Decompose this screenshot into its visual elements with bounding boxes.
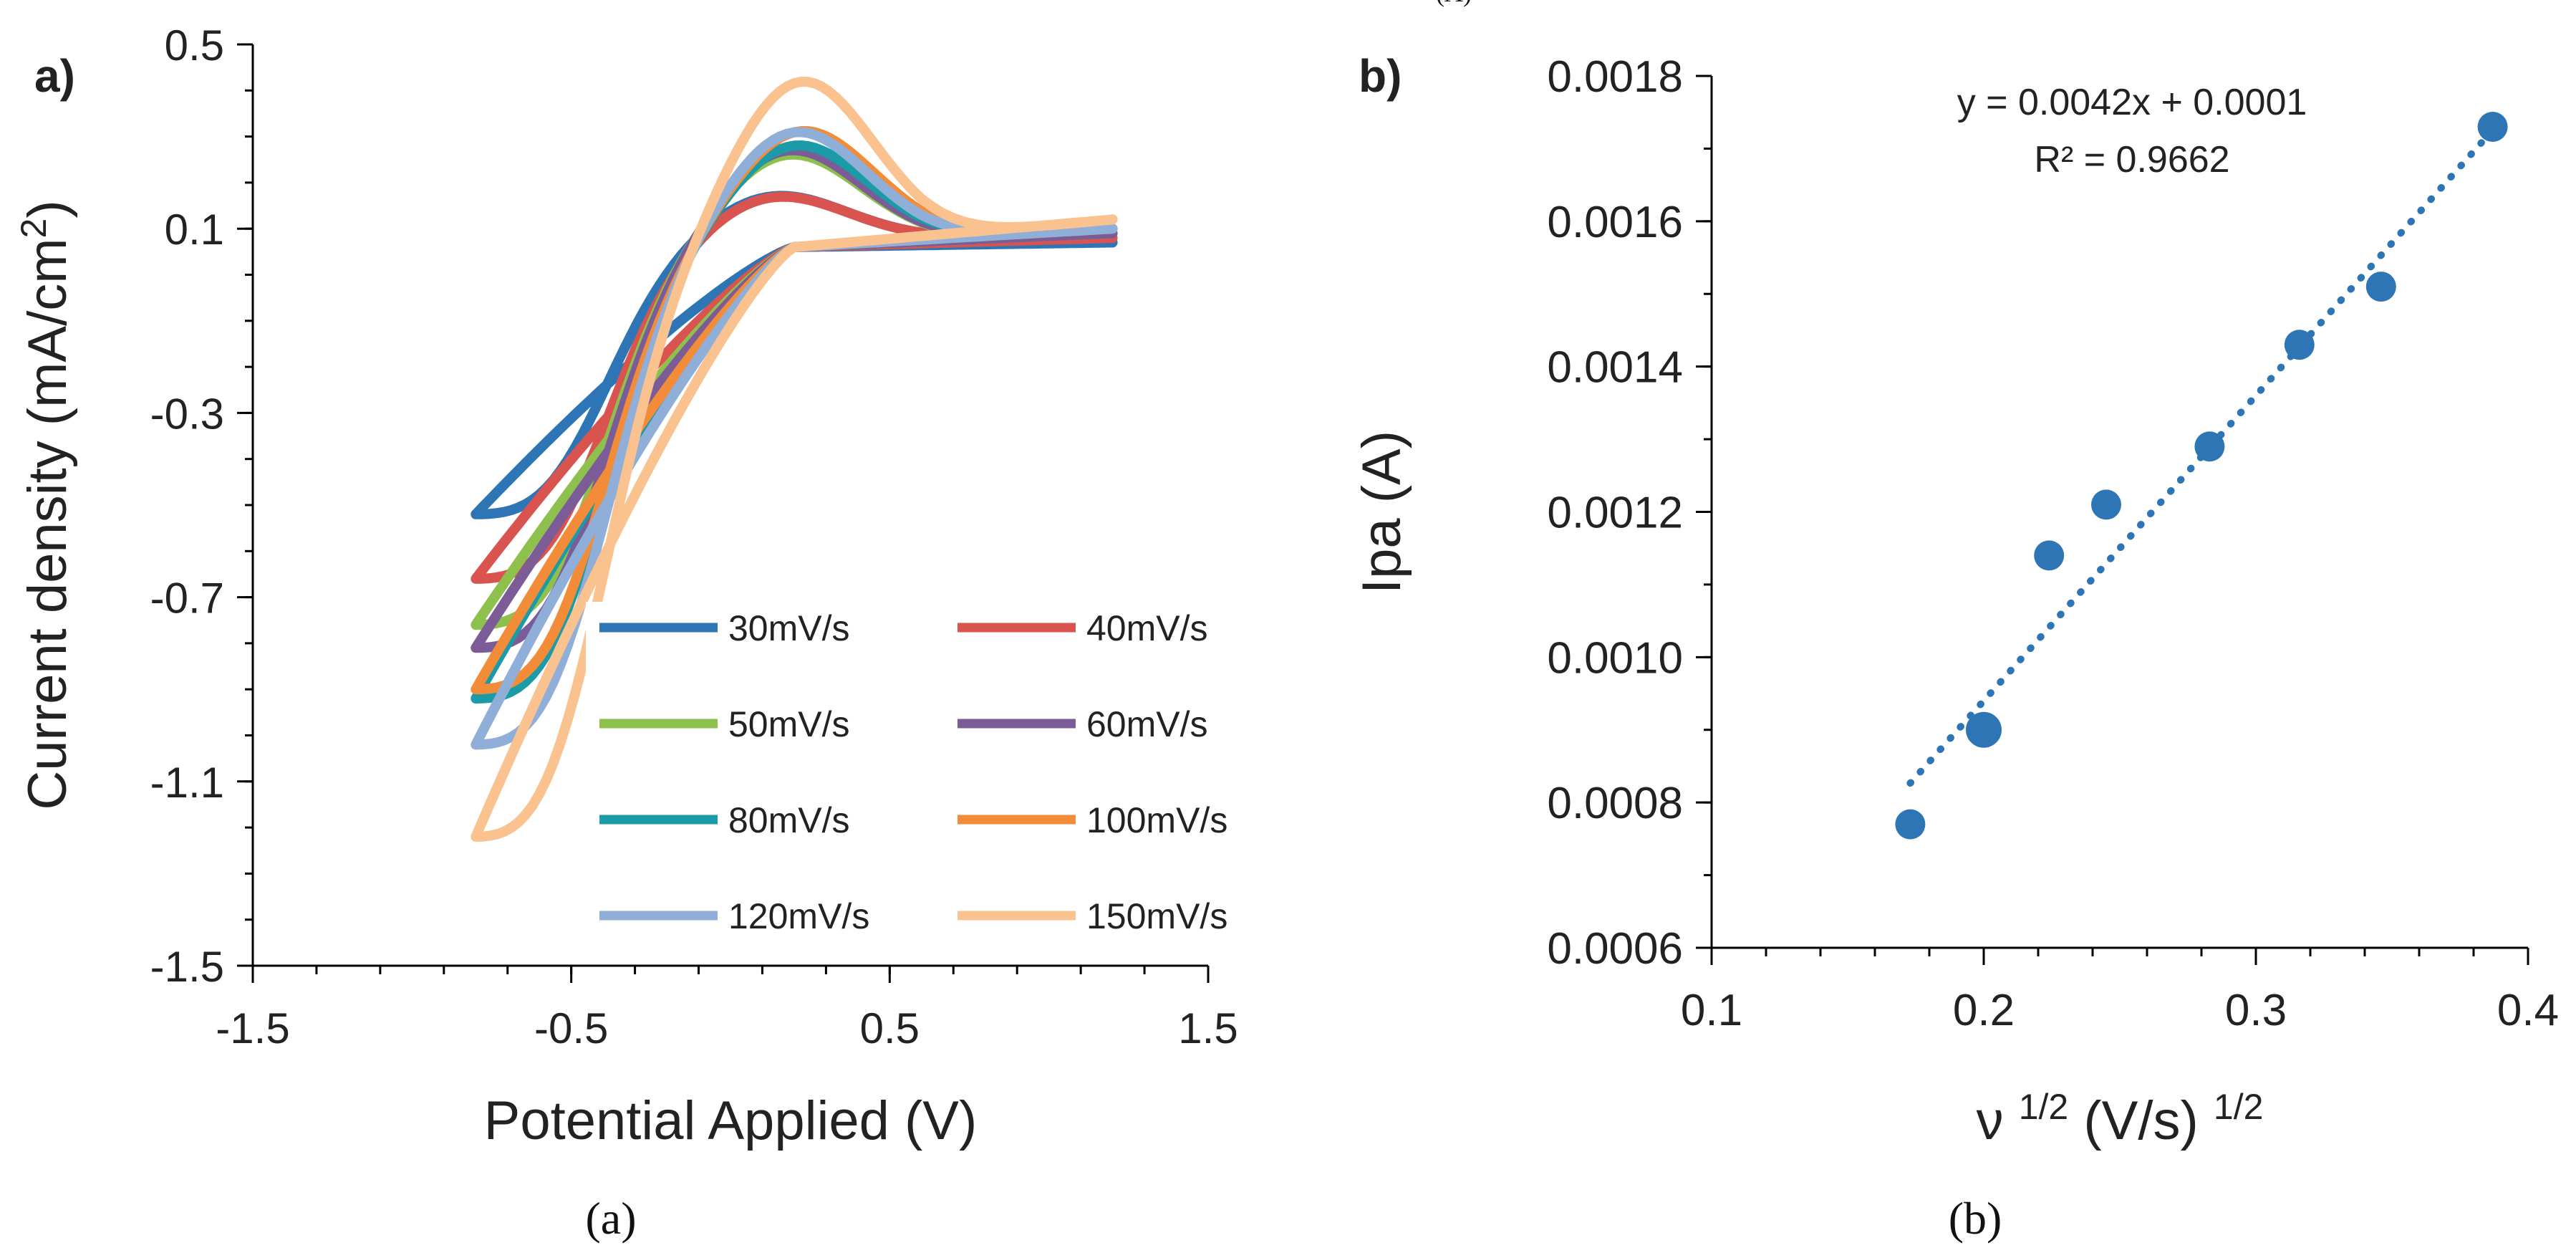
b-y-axis-title: Ipa (A) [1351,431,1412,594]
a-x-tick-label: 1.5 [1178,1004,1238,1052]
scatter-points [1895,111,2508,840]
legend-label: 60mV/s [1086,704,1208,744]
b-y-tick-label: 0.0010 [1547,633,1683,683]
legend-label: 120mV/s [728,896,869,936]
a-x-tick-label: -0.5 [534,1004,608,1052]
header-fragment: (A) [1436,0,1472,7]
b-y-tick-label: 0.0008 [1547,779,1683,828]
data-point [2194,431,2225,462]
a-y-axis-title: Current density (mA/cm2) [14,200,78,810]
legend-label: 40mV/s [1086,608,1208,648]
b-y-tick-label: 0.0018 [1547,52,1683,102]
a-y-tick-label: -0.3 [150,390,224,438]
panel-label-a: a) [34,50,75,102]
a-x-tick-label: -1.5 [216,1004,289,1052]
data-point [2034,540,2065,571]
trendline-equation: y = 0.0042x + 0.0001 [1957,82,2307,123]
data-point [1895,809,1926,840]
b-x-tick-label: 0.4 [2497,986,2559,1035]
b-y-tick-label: 0.0014 [1547,343,1683,393]
r-squared-label: R² = 0.9662 [2034,139,2229,181]
b-x-tick-label: 0.1 [1681,986,1742,1035]
data-point [2477,111,2508,142]
chart-a-cyclic-voltammetry: a) 0.50.1-0.3-0.7-1.1-1.5-1.5 -0.5 0.5 1.5 … [14,21,1252,1151]
a-y-tick-label: -1.1 [150,759,224,807]
cv-curves [471,77,1118,842]
cv-curve-150mV-s [471,77,1118,842]
legend-label: 100mV/s [1086,800,1227,840]
a-axis-ticks: 0.5 0.1 -0.3 -0.7 -1.1 -1.5 -1.5 -0.5 0.5 1.5 [150,21,1238,1052]
b-x-tick-label: 0.2 [1953,986,2015,1035]
caption-b: (b) [1949,1193,2002,1244]
a-y-tick-label: -1.5 [150,943,224,991]
b-x-tick-label: 0.3 [2225,986,2287,1035]
a-x-axis-title: Potential Applied (V) [484,1090,978,1151]
a-y-tick-label: 0.1 [165,206,224,254]
data-point [2284,330,2315,360]
legend-label: 80mV/s [728,800,850,840]
b-y-tick-label: 0.0006 [1547,924,1683,974]
legend-label: 30mV/s [728,608,850,648]
a-y-tick-label: 0.5 [165,21,224,69]
legend-background [586,602,1252,946]
b-y-tick-label: 0.0016 [1547,198,1683,247]
chart-b-ipa-vs-sqrt-scan-rate: b) 0.00060.00080.00100.00120.00140.00160… [1351,50,2559,1151]
b-axis-ticks: 0.0006 0.0008 0.0010 0.0012 0.0014 0.0016 0.00… [1547,52,2559,1035]
data-point [2365,272,2396,302]
panel-label-b: b) [1359,50,1402,102]
b-y-tick-label: 0.0012 [1547,489,1683,538]
a-x-tick-label: 0.5 [860,1004,920,1052]
data-point [2091,489,2121,520]
legend: 30mV/s 40mV/s 50mV/s 60mV/s 80mV/s 100mV/s 120… [586,602,1252,946]
a-y-tick-label: -0.7 [150,575,224,623]
legend-label: 150mV/s [1086,896,1227,936]
caption-a: (a) [585,1193,636,1244]
legend-label: 50mV/s [728,704,850,744]
data-point [1966,711,2002,748]
b-x-axis-title: ν 1/2 (V/s) 1/2 [1977,1087,2264,1151]
